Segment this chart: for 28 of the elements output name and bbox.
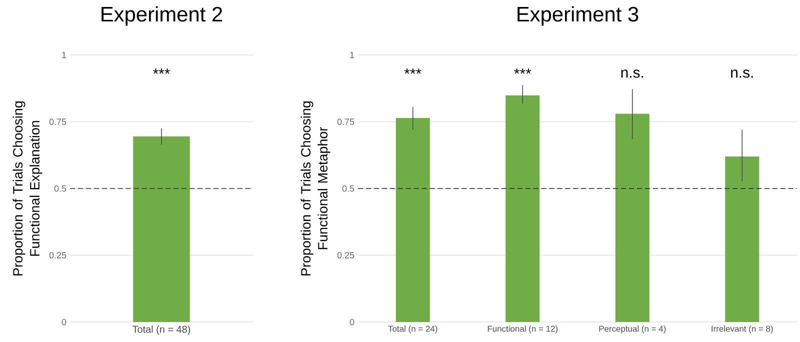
annotation: ***: [153, 68, 170, 74]
annotation: ***: [514, 68, 532, 74]
bar: [396, 118, 430, 322]
annotation: ***: [404, 68, 422, 74]
x-tick-label: Perceptual (n = 4): [599, 326, 666, 334]
annotation: n.s.: [731, 70, 753, 78]
x-tick-label: Total (n = 48): [132, 326, 190, 335]
bar: [615, 114, 650, 322]
y-axis-title: Proportion of Trials Choosing Functional Metaphor: [300, 101, 330, 276]
y-tick-label: 0.25: [337, 252, 354, 258]
bar: [506, 95, 540, 322]
y-tick-label: 0.5: [54, 185, 66, 192]
y-tick-label: 1: [350, 52, 354, 58]
y-tick-label: 0: [62, 318, 66, 326]
chart-title: Experiment 2: [102, 6, 222, 26]
y-tick-label: 0.75: [337, 118, 354, 125]
y-tick-label: 0.25: [49, 252, 66, 258]
y-tick-label: 1: [62, 52, 66, 58]
y-tick-label: 0.75: [49, 118, 66, 125]
y-tick-label: 0: [350, 318, 354, 326]
y-tick-label: 0.5: [342, 185, 354, 192]
x-tick-label: Total (n = 24): [388, 326, 438, 334]
bar: [725, 156, 760, 322]
y-axis-title: Proportion of Trials Choosing Functional Explanation: [12, 101, 42, 276]
x-tick-label: Irrelevant (n = 8): [712, 326, 773, 334]
annotation: n.s.: [621, 70, 644, 78]
chart-title: Experiment 3: [518, 6, 638, 26]
x-tick-label: Functional (n = 12): [488, 326, 558, 334]
